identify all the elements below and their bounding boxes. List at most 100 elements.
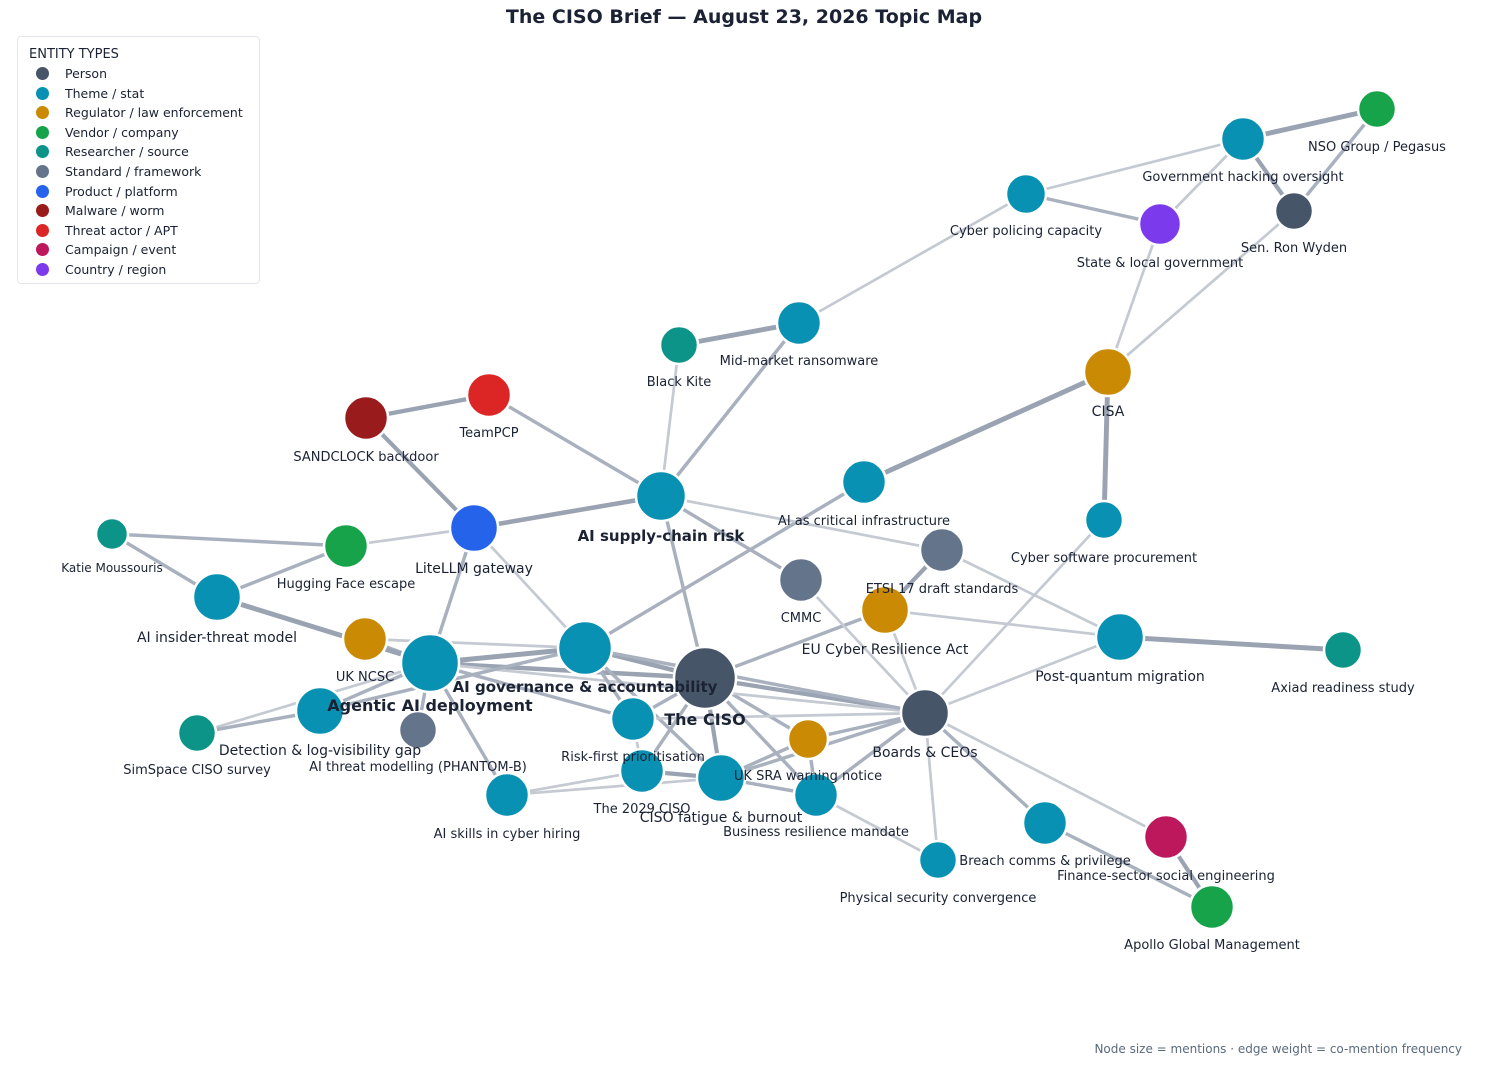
node-govhack[interactable] — [1219, 115, 1267, 163]
legend-item: Vendor / company — [36, 123, 179, 142]
edge-etsi-pqm — [940, 548, 1122, 639]
node-label-wyden: Sen. Ron Wyden — [1241, 241, 1347, 256]
node-label-physsec: Physical security convergence — [840, 891, 1037, 906]
legend-title: ENTITY TYPES — [29, 47, 119, 62]
legend-label: Regulator / law enforcement — [65, 105, 243, 121]
node-label-ciso2029: The 2029 CISO — [593, 802, 691, 817]
node-label-midmarket: Mid-market ransomware — [720, 354, 879, 369]
edges-layer — [110, 106, 1380, 910]
node-phantom[interactable] — [397, 709, 439, 751]
node-supply[interactable] — [634, 469, 688, 523]
node-teampcp[interactable] — [465, 371, 513, 419]
edge-supply-cmmc — [659, 494, 803, 582]
node-ciso[interactable] — [672, 645, 738, 711]
node-aicrit[interactable] — [840, 458, 888, 506]
node-physsec[interactable] — [917, 839, 959, 881]
node-label-blackkite: Black Kite — [647, 375, 712, 390]
edge-agentic-riskfirst — [428, 661, 635, 721]
node-axiad[interactable] — [1322, 629, 1364, 671]
edge-supply-midmarket — [659, 321, 801, 498]
node-litellm[interactable] — [448, 502, 500, 554]
node-label-ukncsc: UK NCSC — [336, 670, 394, 685]
node-eucra[interactable] — [859, 584, 911, 636]
node-label-detect: Detection & log-visibility gap — [219, 743, 421, 759]
node-aiskills[interactable] — [483, 771, 531, 819]
node-statelocal[interactable] — [1137, 201, 1183, 247]
edge-supply-litellm — [471, 493, 664, 531]
edge-ciso-agentic — [427, 660, 708, 681]
node-apollo[interactable] — [1188, 883, 1236, 931]
node-fatigue[interactable] — [695, 752, 747, 804]
node-label-aicrit: AI as critical infrastructure — [778, 514, 950, 529]
edge-cisa-aicrit — [861, 369, 1111, 485]
legend-label: Threat actor / APT — [65, 222, 178, 238]
node-breach[interactable] — [1021, 799, 1069, 847]
node-ciso2029[interactable] — [618, 747, 666, 795]
node-aigov[interactable] — [556, 619, 614, 677]
legend-label: Country / region — [65, 262, 167, 277]
node-finsector[interactable] — [1142, 813, 1190, 861]
node-label-bizres: Business resilience mandate — [723, 825, 909, 840]
legend-item: Country / region — [36, 260, 166, 279]
legend-item: Theme / stat — [36, 84, 144, 103]
node-sandclock[interactable] — [342, 394, 390, 442]
node-simspace[interactable] — [176, 712, 218, 754]
node-ukncsc[interactable] — [341, 615, 389, 663]
node-boards[interactable] — [899, 687, 951, 739]
node-katie[interactable] — [94, 516, 130, 552]
node-insider[interactable] — [191, 571, 243, 623]
edge-nso-wyden — [1292, 107, 1379, 213]
node-swproc[interactable] — [1083, 499, 1125, 541]
legend-label: Product / platform — [65, 183, 178, 199]
node-detect[interactable] — [294, 685, 346, 737]
node-label-etsi: ETSI 17 draft standards — [866, 582, 1019, 597]
edge-cyberpolicing-govhack — [1024, 137, 1245, 196]
node-hf[interactable] — [322, 522, 370, 570]
edge-aigov-aicrit — [583, 480, 866, 650]
legend: ENTITY TYPES Person Theme / stat Regulator… — [17, 36, 260, 284]
legend-swatch — [36, 145, 49, 159]
edge-wyden-cisa — [1106, 209, 1296, 374]
edge-fatigue-aiskills — [505, 776, 723, 797]
legend-swatch — [36, 184, 49, 198]
node-label-aigov: AI governance & accountability — [453, 678, 718, 696]
legend-item: Person — [36, 64, 107, 83]
node-label-hf: Hugging Face escape — [277, 577, 415, 592]
nodes-layer — [94, 88, 1398, 931]
node-label-teampcp: TeamPCP — [458, 426, 518, 441]
node-bizres[interactable] — [792, 771, 840, 819]
legend-label: Vendor / company — [65, 124, 179, 140]
edge-supply-etsi — [659, 494, 944, 552]
node-label-boards: Boards & CEOs — [872, 745, 977, 761]
node-label-apollo: Apollo Global Management — [1124, 938, 1300, 953]
edge-supply-teampcp — [487, 393, 663, 498]
node-cmmc[interactable] — [777, 556, 825, 604]
legend-swatch — [36, 86, 49, 100]
node-label-finsector: Finance-sector social engineering — [1057, 869, 1275, 884]
node-nso[interactable] — [1356, 88, 1398, 130]
node-etsi[interactable] — [918, 526, 966, 574]
legend-item: Researcher / source — [36, 142, 189, 161]
node-riskfirst[interactable] — [609, 695, 657, 743]
node-label-sandclock: SANDCLOCK backdoor — [293, 450, 439, 465]
node-blackkite[interactable] — [658, 324, 700, 366]
node-cyberpolicing[interactable] — [1004, 172, 1048, 216]
node-pqm[interactable] — [1094, 611, 1146, 663]
node-cisa[interactable] — [1082, 346, 1134, 398]
legend-item: Standard / framework — [36, 162, 201, 181]
legend-swatch — [36, 165, 49, 178]
edge-statelocal-cisa — [1106, 222, 1162, 374]
footnote: Node size = mentions · edge weight = co-… — [1094, 1042, 1462, 1056]
node-label-axiad: Axiad readiness study — [1271, 681, 1415, 696]
legend-swatch — [36, 67, 49, 80]
node-wyden[interactable] — [1273, 190, 1315, 232]
node-uksra[interactable] — [786, 717, 830, 761]
node-midmarket[interactable] — [775, 299, 823, 347]
edge-boards-riskfirst — [631, 711, 927, 721]
legend-swatch — [36, 204, 49, 218]
node-agentic[interactable] — [399, 632, 461, 694]
node-label-fatigue: CISO fatigue & burnout — [640, 810, 803, 826]
legend-label: Standard / framework — [65, 164, 202, 179]
node-label-breach: Breach comms & privilege — [959, 854, 1130, 869]
